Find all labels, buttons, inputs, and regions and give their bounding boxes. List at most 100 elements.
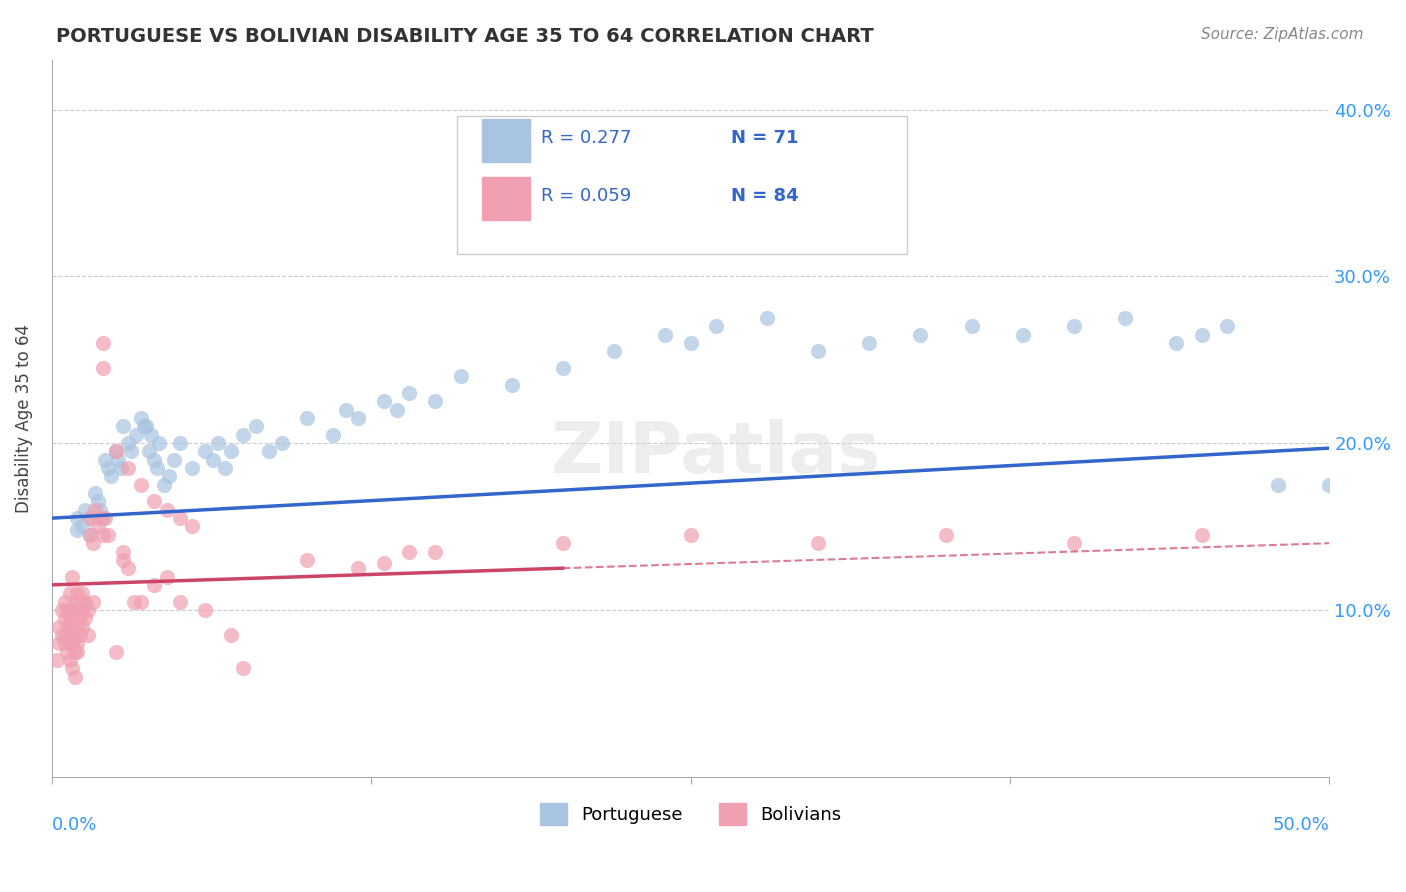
Point [163,452,186,467]
Point [232,661,254,675]
Point [135,419,157,434]
Point [82,536,104,550]
Point [91,528,114,542]
Point [501,377,523,392]
Point [66,603,89,617]
Point [63,628,86,642]
Point [214,461,236,475]
Point [60,619,83,633]
Point [156,569,179,583]
Point [347,561,370,575]
Point [60,661,83,675]
Point [117,436,139,450]
Point [373,394,395,409]
Point [807,536,830,550]
Point [66,644,89,658]
Text: N = 71: N = 71 [731,129,799,147]
Point [56,628,79,642]
Point [910,327,932,342]
Y-axis label: Disability Age 35 to 64: Disability Age 35 to 64 [15,324,32,513]
Point [59,611,82,625]
Point [1267,478,1289,492]
Point [112,544,135,558]
Point [53,594,76,608]
Text: R = 0.059: R = 0.059 [541,187,631,205]
Point [69,594,91,608]
Point [679,528,702,542]
Point [45,653,67,667]
Point [194,444,217,458]
Point [84,503,107,517]
Point [169,436,191,450]
Point [335,402,357,417]
Point [60,569,83,583]
Point [56,603,79,617]
Point [79,528,101,542]
Point [53,636,76,650]
Point [60,603,83,617]
Point [104,644,127,658]
Point [48,636,70,650]
Point [142,494,165,508]
Point [270,436,292,450]
Point [704,319,727,334]
Point [960,319,983,334]
Point [373,556,395,570]
Point [66,511,89,525]
Point [145,461,167,475]
Point [51,628,73,642]
Point [73,594,96,608]
Point [1164,336,1187,351]
Point [1063,319,1085,334]
Point [129,478,152,492]
Point [91,361,114,376]
Point [104,444,127,458]
Point [1114,311,1136,326]
Point [66,586,89,600]
Text: 50.0%: 50.0% [1272,816,1329,834]
Point [63,594,86,608]
Point [142,578,165,592]
Text: N = 84: N = 84 [731,187,799,205]
Point [385,402,408,417]
Text: ZIPatlas: ZIPatlas [551,419,882,489]
Point [97,461,120,475]
Point [858,336,880,351]
Point [72,619,94,633]
Point [112,553,135,567]
Point [76,603,98,617]
Point [219,628,242,642]
Point [63,611,86,625]
Point [551,536,574,550]
Point [69,628,91,642]
Point [654,327,676,342]
Point [679,336,702,351]
Point [100,469,122,483]
Point [181,519,204,533]
Point [120,444,142,458]
Point [157,469,180,483]
Point [112,419,135,434]
Point [201,452,224,467]
Point [117,561,139,575]
Point [66,636,89,650]
Point [91,511,114,525]
Point [89,511,111,525]
Point [69,611,91,625]
Point [73,611,96,625]
Point [87,519,110,533]
Point [232,427,254,442]
Text: 0.0%: 0.0% [52,816,97,834]
Point [148,436,170,450]
Point [97,528,120,542]
Point [79,511,101,525]
Point [1011,327,1033,342]
Point [450,369,472,384]
Point [169,511,191,525]
Point [245,419,267,434]
Point [82,594,104,608]
Point [125,427,148,442]
Point [63,669,86,683]
Point [423,544,446,558]
Point [72,519,94,533]
